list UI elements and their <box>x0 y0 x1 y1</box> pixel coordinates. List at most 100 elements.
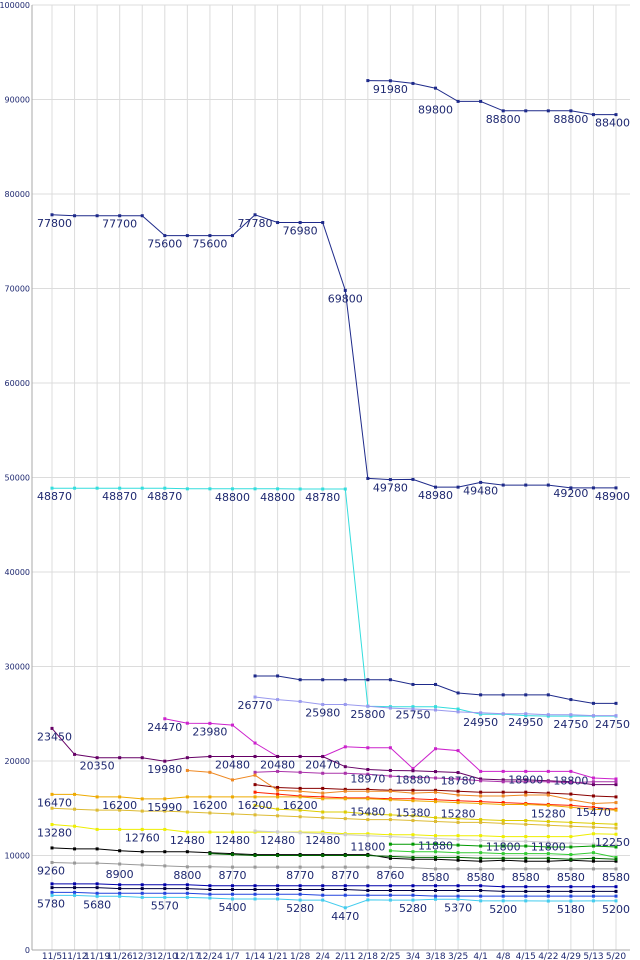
data-point <box>276 788 280 792</box>
data-point <box>230 897 234 901</box>
data-point <box>298 888 302 892</box>
data-point <box>614 859 618 863</box>
data-label: 76980 <box>283 225 318 238</box>
x-tick-label: 4/15 <box>516 952 536 960</box>
data-point <box>388 818 392 822</box>
data-point <box>434 857 438 861</box>
data-label: 88400 <box>595 117 630 130</box>
data-point <box>501 790 505 794</box>
data-point <box>434 800 438 804</box>
data-point <box>411 707 415 711</box>
data-point <box>321 898 325 902</box>
data-point <box>50 846 54 850</box>
data-label: 24950 <box>508 716 543 729</box>
data-point <box>73 824 77 828</box>
data-point <box>591 842 595 846</box>
series-line-10 <box>187 770 617 805</box>
data-point <box>253 695 257 699</box>
data-point <box>73 847 77 851</box>
data-point <box>434 834 438 838</box>
data-label: 24750 <box>595 718 630 731</box>
data-point <box>118 849 122 853</box>
data-point <box>95 894 99 898</box>
data-point <box>388 888 392 892</box>
data-point <box>343 833 347 837</box>
data-label: 11800 <box>486 840 521 853</box>
data-label: 89800 <box>418 103 453 116</box>
data-point <box>163 759 167 763</box>
data-point <box>614 701 618 705</box>
data-point <box>524 859 528 863</box>
data-point <box>388 835 392 839</box>
data-point <box>546 803 550 807</box>
data-point <box>253 892 257 896</box>
data-point <box>321 678 325 682</box>
data-point <box>298 754 302 758</box>
data-point <box>546 835 550 839</box>
data-point <box>253 674 257 678</box>
data-point <box>524 894 528 898</box>
data-point <box>366 797 370 801</box>
data-point <box>163 891 167 895</box>
data-point <box>411 81 415 85</box>
data-point <box>479 888 483 892</box>
y-tick-label: 50000 <box>5 474 30 483</box>
data-point <box>479 834 483 838</box>
data-label: 5200 <box>489 903 517 916</box>
data-point <box>388 833 392 837</box>
data-point <box>456 817 460 821</box>
data-point <box>50 213 54 217</box>
data-label: 25980 <box>305 706 340 719</box>
data-point <box>524 483 528 487</box>
x-tick-label: 1/7 <box>225 952 239 960</box>
data-point <box>546 856 550 860</box>
data-point <box>614 867 618 871</box>
data-point <box>524 793 528 797</box>
y-tick-label: 40000 <box>5 568 30 577</box>
data-point <box>524 852 528 856</box>
data-point <box>591 714 595 718</box>
data-point <box>591 894 595 898</box>
data-point <box>456 888 460 892</box>
data-point <box>524 693 528 697</box>
data-point <box>321 884 325 888</box>
data-point <box>118 214 122 218</box>
data-point <box>95 756 99 760</box>
data-point <box>501 889 505 893</box>
data-label: 77800 <box>37 217 72 230</box>
data-point <box>253 884 257 888</box>
data-point <box>524 885 528 889</box>
data-point <box>479 844 483 848</box>
data-point <box>501 885 505 889</box>
data-point <box>614 777 618 781</box>
data-point <box>388 478 392 482</box>
data-point <box>50 823 54 827</box>
data-point <box>366 476 370 480</box>
data-point <box>591 776 595 780</box>
data-point <box>456 793 460 797</box>
data-point <box>614 780 618 784</box>
data-label: 8580 <box>422 871 450 884</box>
data-point <box>411 898 415 902</box>
data-point <box>163 883 167 887</box>
data-point <box>388 893 392 897</box>
data-point <box>411 477 415 481</box>
data-point <box>501 693 505 697</box>
data-point <box>298 795 302 799</box>
data-point <box>366 865 370 869</box>
x-tick-label: 1/28 <box>290 952 310 960</box>
data-point <box>411 814 415 818</box>
y-tick-label: 10000 <box>5 852 30 861</box>
data-point <box>434 788 438 792</box>
x-tick-label: 12/17 <box>174 952 200 960</box>
data-point <box>411 788 415 792</box>
data-point <box>614 808 618 812</box>
data-point <box>321 786 325 790</box>
data-label: 88800 <box>553 113 588 126</box>
data-point <box>479 711 483 715</box>
data-point <box>411 888 415 892</box>
data-point <box>366 854 370 857</box>
data-label: 15480 <box>350 806 385 819</box>
data-point <box>456 834 460 838</box>
data-point <box>434 836 438 840</box>
